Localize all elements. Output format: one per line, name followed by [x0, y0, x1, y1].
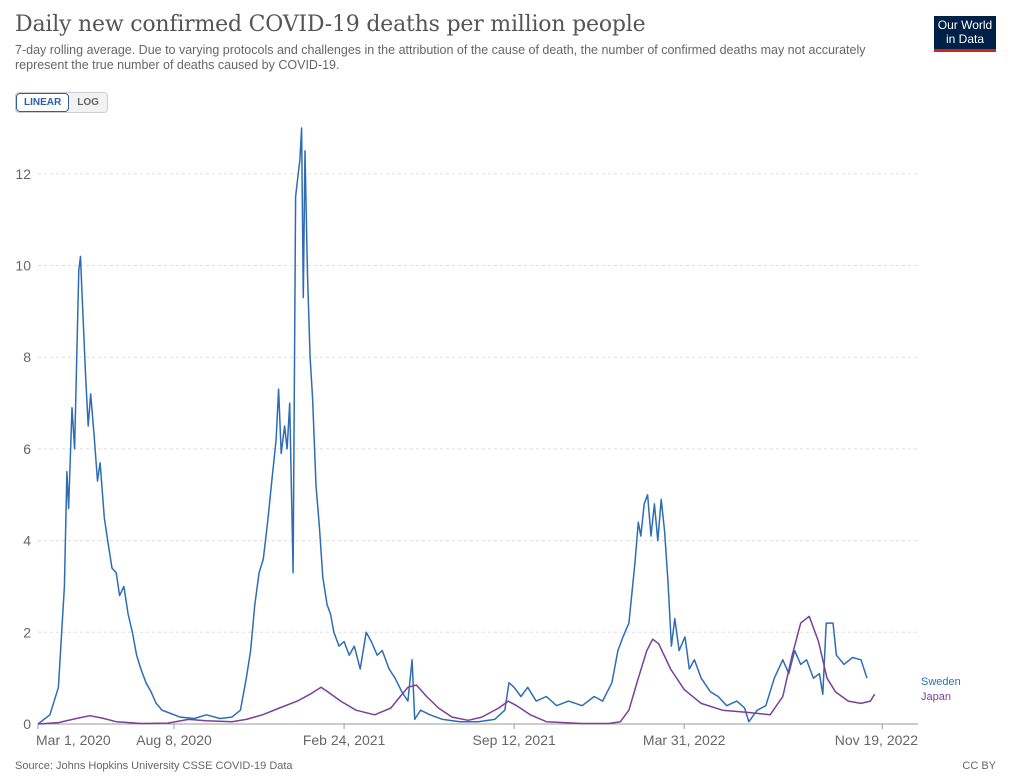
x-tick-label: Aug 8, 2020	[136, 732, 212, 748]
y-tick-label: 6	[23, 441, 31, 457]
y-tick-label: 8	[23, 349, 31, 365]
x-tick-label: Sep 12, 2021	[472, 732, 556, 748]
x-tick-label: Mar 31, 2022	[643, 732, 726, 748]
owid-logo[interactable]: Our World in Data	[934, 16, 996, 52]
source-note[interactable]: Source: Johns Hopkins University CSSE CO…	[15, 760, 293, 772]
license-link[interactable]: CC BY	[962, 760, 996, 772]
x-tick-label: Mar 1, 2020	[36, 732, 111, 748]
logo-line-2: in Data	[945, 32, 985, 46]
y-tick-label: 12	[15, 166, 31, 182]
chart-subtitle: 7-day rolling average. Due to varying pr…	[15, 43, 866, 72]
series-label-japan: Japan	[921, 691, 951, 703]
y-tick-label: 2	[23, 624, 31, 640]
x-tick-label: Feb 24, 2021	[303, 732, 386, 748]
series-line-sweden	[37, 127, 868, 725]
scale-toggle: LINEAR LOG	[15, 92, 108, 113]
y-tick-label: 4	[23, 533, 31, 549]
y-tick-label: 10	[15, 258, 31, 274]
series-label-sweden: Sweden	[921, 676, 961, 688]
x-tick-label: Nov 19, 2022	[835, 732, 918, 748]
chart-title: Daily new confirmed COVID-19 deaths per …	[15, 12, 646, 37]
y-tick-label: 0	[23, 716, 31, 732]
series-line-japan	[37, 615, 876, 725]
linear-scale-button[interactable]: LINEAR	[16, 93, 70, 112]
log-scale-button[interactable]: LOG	[69, 93, 107, 112]
logo-line-1: Our World	[937, 18, 993, 32]
